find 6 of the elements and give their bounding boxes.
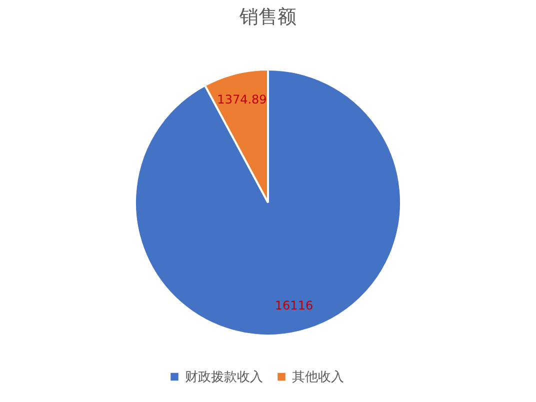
legend-label: 财政拨款收入 xyxy=(185,370,263,385)
chart-title: 销售额 xyxy=(238,6,296,28)
legend-label: 其他收入 xyxy=(292,370,344,385)
data-label: 16116 xyxy=(274,298,314,313)
data-label: 1374.89 xyxy=(217,92,267,106)
pie-slice xyxy=(134,68,402,336)
